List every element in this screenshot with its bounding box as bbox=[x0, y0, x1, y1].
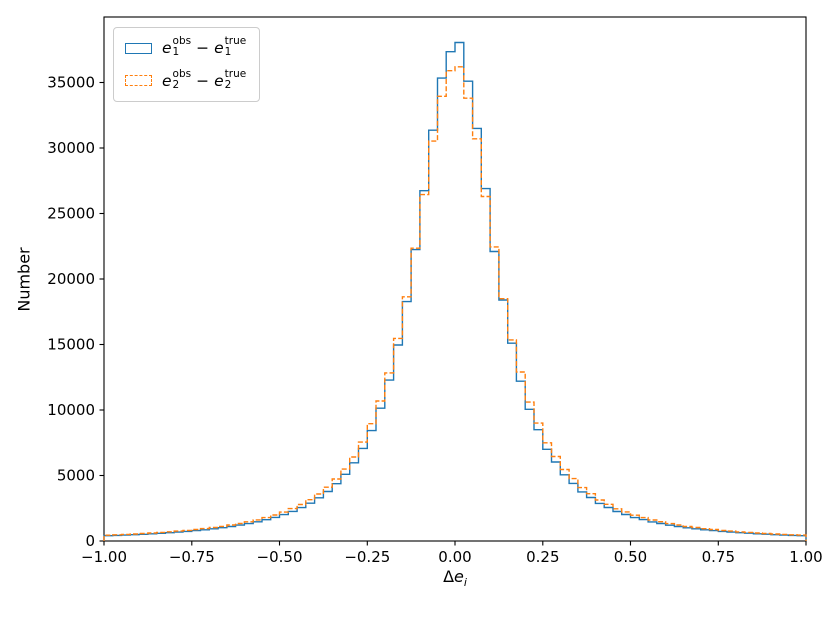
x-axis-label: Δei bbox=[443, 567, 467, 589]
x-tick-label: 0.75 bbox=[702, 548, 735, 566]
legend-superscript: obs bbox=[172, 35, 192, 47]
legend: e obs 1− e true 1 e obs 2− e true 2 bbox=[113, 27, 261, 103]
x-tick-label: 0.00 bbox=[438, 548, 471, 566]
x-tick-label: −0.75 bbox=[169, 548, 215, 566]
x-tick-label: 1.00 bbox=[789, 548, 822, 566]
legend-label-e2: e obs 2− e true 2 bbox=[162, 67, 247, 93]
histogram-series-e1 bbox=[103, 41, 807, 541]
y-tick-label: 25000 bbox=[47, 205, 95, 223]
y-tick-label: 5000 bbox=[57, 467, 95, 485]
legend-subscript: 1 bbox=[172, 46, 180, 59]
legend-superscript: true bbox=[224, 67, 247, 80]
y-axis-label: Number bbox=[14, 247, 34, 312]
x-tick-label: −0.50 bbox=[257, 548, 303, 566]
legend-operator: − bbox=[196, 71, 210, 90]
legend-item-e2: e obs 2− e true 2 bbox=[125, 67, 247, 93]
x-tick-label: −1.00 bbox=[81, 548, 127, 566]
y-tick-label: 30000 bbox=[47, 139, 95, 157]
y-tick-label: 0 bbox=[85, 532, 95, 550]
legend-operator: − bbox=[196, 39, 210, 58]
legend-key-line bbox=[125, 42, 152, 54]
x-tick-label: 0.25 bbox=[526, 548, 559, 566]
legend-subscript: 2 bbox=[172, 78, 180, 91]
legend-var: e bbox=[162, 71, 172, 90]
y-tick-label: 35000 bbox=[47, 74, 95, 92]
x-label-sub: i bbox=[463, 576, 467, 590]
y-tick-label: 20000 bbox=[47, 270, 95, 288]
legend-subscript: 2 bbox=[224, 78, 232, 91]
legend-subscript: 1 bbox=[224, 46, 232, 59]
legend-var: e bbox=[214, 39, 224, 58]
legend-var: e bbox=[214, 71, 224, 90]
x-label-delta: Δ bbox=[443, 567, 455, 586]
legend-item-e1: e obs 1− e true 1 bbox=[125, 35, 247, 60]
histogram-series-e2 bbox=[103, 66, 807, 541]
y-tick-label: 15000 bbox=[47, 336, 95, 354]
legend-key-line bbox=[125, 75, 152, 87]
x-tick-label: −0.25 bbox=[344, 548, 390, 566]
y-tick-label: 10000 bbox=[47, 401, 95, 419]
x-label-var: e bbox=[454, 567, 464, 586]
x-tick-label: 0.50 bbox=[614, 548, 647, 566]
legend-label-e1: e obs 1− e true 1 bbox=[162, 35, 247, 60]
legend-var: e bbox=[162, 39, 172, 58]
legend-superscript: true bbox=[224, 35, 247, 47]
legend-superscript: obs bbox=[172, 67, 192, 80]
